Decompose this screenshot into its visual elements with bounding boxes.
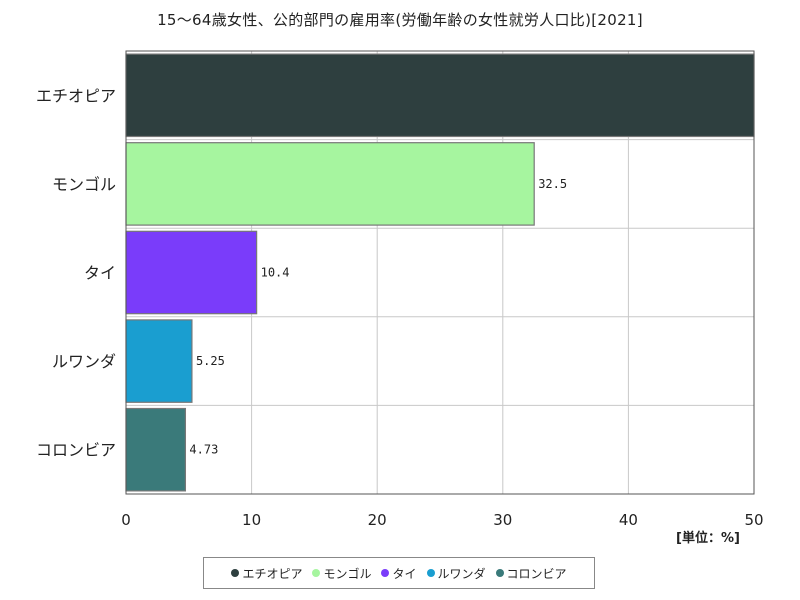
x-tick-label: 50: [744, 511, 763, 529]
plot-frame: [125, 50, 755, 495]
legend-label: モンゴル: [323, 566, 372, 581]
x-tick-label: 20: [368, 511, 387, 529]
legend-label: コロンビア: [506, 566, 567, 581]
bar-3: [125, 230, 258, 315]
bar-1: [125, 53, 755, 138]
value-label: 10.4: [261, 266, 290, 280]
legend: エチオピア モンゴル タイ ルワンダ コロンビア: [203, 557, 595, 589]
bar-5: [125, 407, 187, 492]
legend-marker: [231, 569, 240, 577]
category-label: モンゴル: [52, 175, 116, 194]
chart-title: 15〜64歳女性、公的部門の雇用率(労働年齢の女性就労人口比)[2021]: [157, 11, 643, 29]
bar-2: [125, 142, 535, 226]
legend-marker: [426, 569, 435, 577]
legend-label: ルワンダ: [437, 566, 486, 581]
category-label: ルワンダ: [52, 352, 116, 371]
value-label: 5.25: [196, 354, 225, 368]
x-tick-label: 10: [242, 511, 261, 529]
category-label: エチオピア: [36, 86, 116, 105]
legend-item: ルワンダ: [426, 565, 486, 582]
value-label: 4.73: [189, 443, 218, 457]
category-label: コロンビア: [36, 441, 116, 460]
legend-item: タイ: [381, 565, 417, 582]
legend-label: タイ: [392, 566, 417, 581]
legend-marker: [312, 569, 321, 577]
category-label: タイ: [84, 264, 116, 283]
x-tick-label: 0: [121, 511, 131, 529]
legend-marker: [381, 569, 390, 577]
legend-item: コロンビア: [495, 565, 567, 582]
legend-item: モンゴル: [312, 565, 371, 582]
value-label: 32.5: [538, 177, 567, 191]
legend-marker: [495, 569, 504, 577]
x-tick-label: 30: [493, 511, 512, 529]
legend-label: エチオピア: [242, 566, 303, 581]
bar-4: [125, 319, 193, 403]
unit-label: [単位：%]: [676, 531, 740, 546]
x-tick-label: 40: [619, 511, 638, 529]
legend-item: エチオピア: [231, 565, 302, 582]
